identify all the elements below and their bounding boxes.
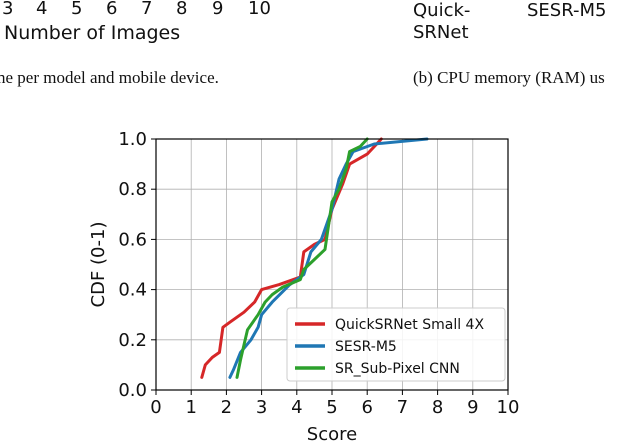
top-right-caption: (b) CPU memory (RAM) us [413, 68, 605, 87]
x-tick-label: 0 [150, 397, 161, 418]
x-tick-label: 9 [467, 397, 478, 418]
x-tick-label: 10 [497, 397, 520, 418]
y-tick-label: 0.2 [118, 330, 147, 351]
top-left-tick-label: 5 [71, 0, 83, 19]
top-left-tick-label: 8 [176, 0, 188, 19]
x-tick-label: 8 [432, 397, 443, 418]
legend-label: SR_Sub-Pixel CNN [335, 361, 460, 377]
x-axis-label: Score [307, 424, 357, 443]
y-tick-label: 1.0 [118, 129, 147, 150]
x-tick-label: 5 [326, 397, 337, 418]
x-tick-label: 3 [256, 397, 267, 418]
x-tick-label: 1 [185, 397, 196, 418]
y-tick-label: 0.8 [118, 179, 147, 200]
y-tick-label: 0.4 [118, 280, 147, 301]
series-line [200, 137, 383, 379]
chart-series [200, 137, 429, 379]
top-right-category-srnet: SRNet [413, 22, 469, 43]
top-left-tick-label: 10 [248, 0, 271, 19]
x-tick-label: 2 [221, 397, 232, 418]
legend-box [286, 307, 506, 382]
y-tick-label: 0.6 [118, 229, 147, 250]
top-left-tick-label: 7 [141, 0, 153, 19]
x-tick-label: 4 [291, 397, 302, 418]
top-left-caption: ne per model and mobile device. [0, 68, 219, 87]
top-left-tick-label: 4 [36, 0, 48, 19]
top-left-tick-label: 9 [212, 0, 224, 19]
chart-ticks: 0 1 2 3 4 5 6 7 8 9 10 0.0 0.2 0.4 0.6 0.8 1.0 [118, 129, 519, 418]
top-right-category-sesr: SESR-M5 [527, 0, 607, 21]
top-left-tick-label: 6 [106, 0, 118, 19]
top-left-xlabel: Number of Images [4, 22, 181, 44]
y-tick-label: 0.0 [118, 380, 147, 401]
legend-label: SESR-M5 [335, 339, 397, 355]
top-right-category-quick: Quick- [413, 0, 471, 21]
chart-legend: QuickSRNet Small 4X SESR-M5 SR_Sub-Pixel C… [286, 307, 506, 382]
x-tick-label: 7 [397, 397, 408, 418]
legend-label: QuickSRNet Small 4X [335, 317, 484, 333]
top-left-tick-label: 3 [2, 0, 14, 19]
series-line [235, 137, 369, 379]
x-tick-label: 6 [361, 397, 372, 418]
y-axis-label: CDF (0-1) [88, 222, 109, 308]
